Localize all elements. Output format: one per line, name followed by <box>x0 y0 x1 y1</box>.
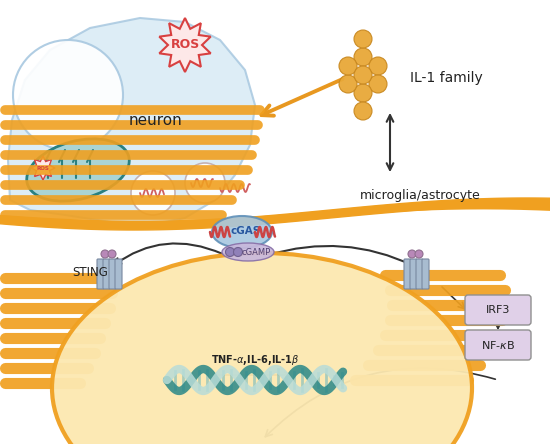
Circle shape <box>408 250 416 258</box>
FancyBboxPatch shape <box>109 259 116 289</box>
Text: neuron: neuron <box>128 112 182 127</box>
Text: IRF3: IRF3 <box>486 305 510 315</box>
Ellipse shape <box>212 216 272 248</box>
Circle shape <box>234 247 243 257</box>
Circle shape <box>185 163 225 203</box>
Text: cGAMP: cGAMP <box>241 247 271 257</box>
Polygon shape <box>160 18 211 72</box>
FancyBboxPatch shape <box>422 259 429 289</box>
Text: NF-$\kappa$B: NF-$\kappa$B <box>481 339 515 351</box>
Text: microglia/astrocyte: microglia/astrocyte <box>360 189 480 202</box>
Circle shape <box>369 75 387 93</box>
Text: STING: STING <box>72 266 108 278</box>
Text: ROS: ROS <box>170 39 200 52</box>
Ellipse shape <box>222 243 274 261</box>
Circle shape <box>354 102 372 120</box>
FancyBboxPatch shape <box>465 295 531 325</box>
Ellipse shape <box>52 253 472 444</box>
Circle shape <box>354 84 372 102</box>
Circle shape <box>354 48 372 66</box>
Text: cGAS: cGAS <box>231 226 261 236</box>
Circle shape <box>354 30 372 48</box>
FancyBboxPatch shape <box>115 259 122 289</box>
Polygon shape <box>8 18 255 225</box>
FancyBboxPatch shape <box>410 259 417 289</box>
Text: ROS: ROS <box>36 166 50 170</box>
FancyBboxPatch shape <box>103 259 110 289</box>
Text: TNF-$\alpha$,IL-6,IL-1$\beta$: TNF-$\alpha$,IL-6,IL-1$\beta$ <box>211 353 299 367</box>
Circle shape <box>339 57 357 75</box>
Circle shape <box>13 40 123 150</box>
Circle shape <box>226 247 234 257</box>
Circle shape <box>131 171 175 215</box>
Circle shape <box>354 66 372 84</box>
Ellipse shape <box>27 139 129 201</box>
Circle shape <box>415 250 423 258</box>
FancyBboxPatch shape <box>416 259 423 289</box>
FancyBboxPatch shape <box>404 259 411 289</box>
FancyBboxPatch shape <box>97 259 104 289</box>
Circle shape <box>101 250 109 258</box>
Circle shape <box>369 57 387 75</box>
FancyBboxPatch shape <box>465 330 531 360</box>
Circle shape <box>339 75 357 93</box>
Text: IL-1 family: IL-1 family <box>410 71 483 85</box>
Polygon shape <box>31 156 55 180</box>
Circle shape <box>108 250 116 258</box>
